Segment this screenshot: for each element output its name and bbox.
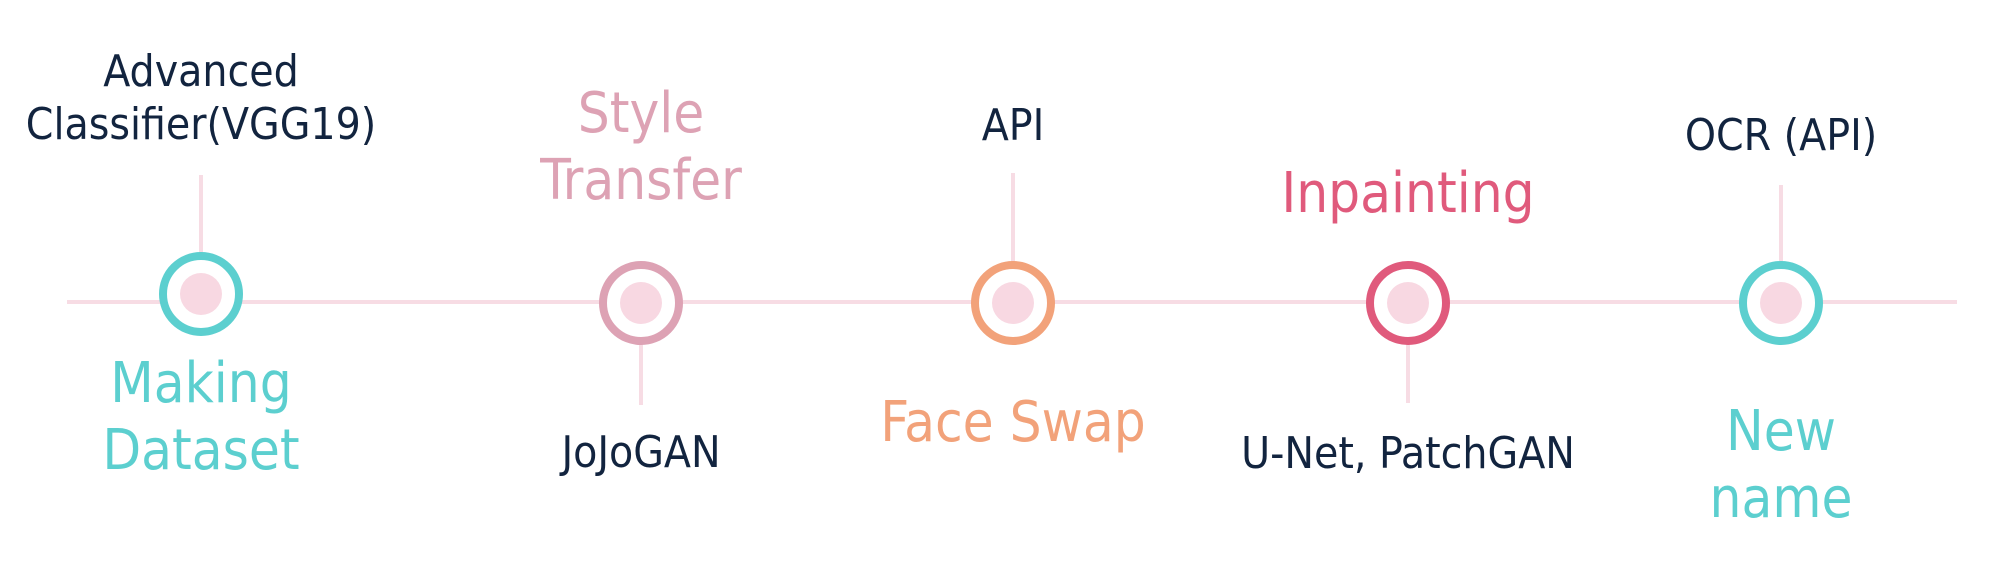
milestone-4-dot: [1387, 282, 1429, 324]
timeline-nodes: [159, 173, 1823, 405]
milestone-4-bottom-label: U-Net, PatchGAN: [1241, 428, 1575, 479]
milestone-5-bottom-label: New name: [1709, 399, 1853, 532]
milestone-1-dot: [180, 273, 222, 315]
milestone-2-bottom-label: JoJoGAN: [561, 427, 721, 478]
milestone-3-top-label: API: [981, 100, 1045, 151]
milestone-3-dot: [992, 282, 1034, 324]
milestone-5-dot: [1760, 282, 1802, 324]
milestone-2-top-label: Style Transfer: [540, 81, 742, 214]
milestone-3-bottom-label: Face Swap: [880, 390, 1146, 455]
milestone-2-dot: [620, 282, 662, 324]
milestone-5-top-label: OCR (API): [1684, 110, 1878, 161]
milestone-1-bottom-label: Making Dataset: [102, 351, 300, 484]
milestone-4-top-label: Inpainting: [1281, 161, 1535, 226]
milestone-1-top-label: Advanced Classifier(VGG19): [25, 46, 377, 150]
